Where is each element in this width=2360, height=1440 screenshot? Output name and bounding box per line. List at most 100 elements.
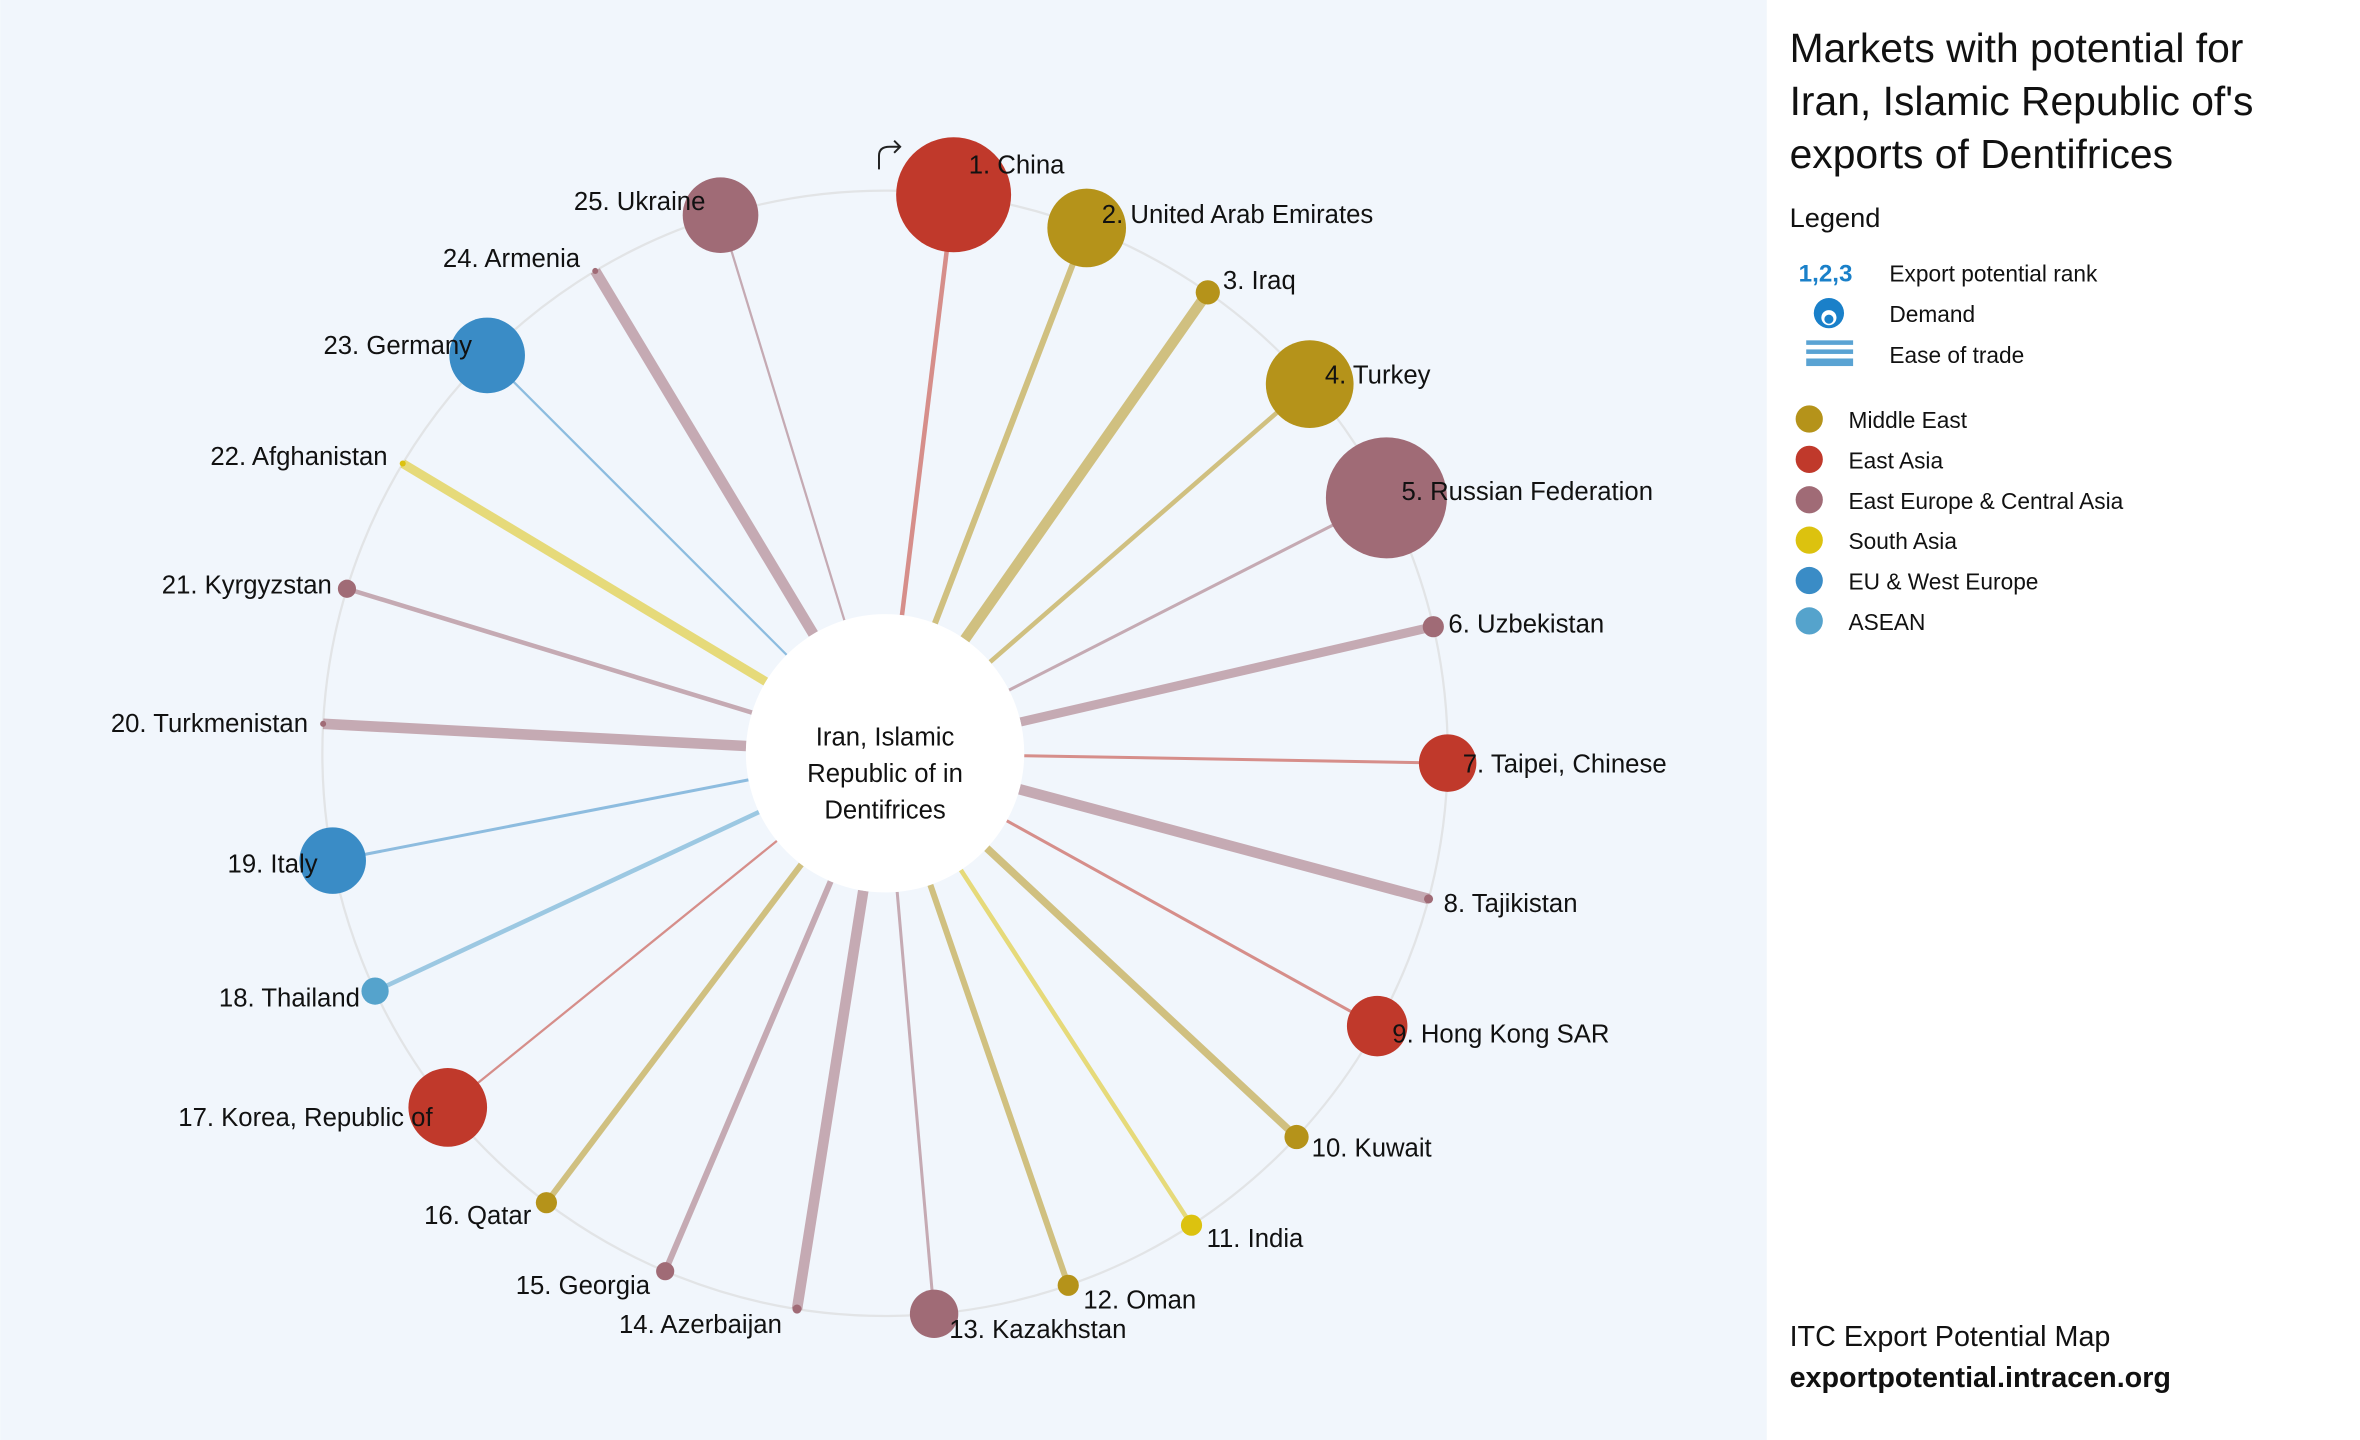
- region-swatch-eu-west-europe: [1795, 566, 1823, 595]
- market-label-oman: 12. Oman: [1083, 1287, 1196, 1315]
- center-label-line-2: Republic of in: [807, 760, 963, 788]
- market-bubble-russian-federation[interactable]: [1325, 437, 1447, 559]
- demand-label: Demand: [1889, 301, 1975, 327]
- market-bubble-armenia[interactable]: [592, 267, 599, 274]
- market-bubble-germany[interactable]: [449, 317, 525, 394]
- market-bubble-thailand[interactable]: [361, 977, 389, 1005]
- ease-line-thailand: [374, 810, 760, 994]
- market-bubble-qatar[interactable]: [535, 1192, 557, 1214]
- market-bubble-hong-kong-sar[interactable]: [1346, 995, 1408, 1057]
- market-bubble-oman[interactable]: [1057, 1274, 1079, 1296]
- market-label-kazakhstan: 13. Kazakhstan: [949, 1316, 1126, 1344]
- market-bubble-uzbekistan[interactable]: [1422, 616, 1444, 638]
- ease-line-hong-kong-sar: [1006, 819, 1378, 1028]
- market-label-afghanistan: 22. Afghanistan: [210, 443, 387, 471]
- market-label-turkey: 4. Turkey: [1325, 361, 1431, 389]
- market-bubble-taipei-chinese[interactable]: [1418, 734, 1477, 792]
- region-swatch-east-asia: [1795, 445, 1823, 473]
- region-swatch-middle-east: [1795, 405, 1823, 433]
- market-label-hong-kong-sar: 9. Hong Kong SAR: [1392, 1020, 1609, 1048]
- market-bubble-turkmenistan[interactable]: [320, 720, 327, 727]
- market-label-china: 1. China: [969, 152, 1065, 180]
- ease-line-kuwait: [984, 845, 1300, 1140]
- ease-line-united-arab-emirates: [932, 226, 1090, 625]
- ease-line-qatar: [543, 862, 804, 1205]
- ease-line-afghanistan: [400, 459, 769, 686]
- region-swatch-east-europe-central-asia: [1795, 486, 1823, 514]
- market-label-ukraine: 25. Ukraine: [574, 188, 705, 216]
- market-label-armenia: 24. Armenia: [443, 245, 581, 273]
- region-swatch-south-asia: [1795, 526, 1823, 554]
- ease-line-tajikistan: [1018, 784, 1430, 905]
- footer-line-1: ITC Export Potential Map: [1790, 1321, 2111, 1353]
- market-label-kyrgyzstan: 21. Kyrgyzstan: [162, 571, 332, 599]
- market-label-thailand: 18. Thailand: [219, 985, 360, 1013]
- center-label-line-1: Iran, Islamic: [816, 724, 955, 752]
- market-label-germany: 23. Germany: [323, 332, 472, 360]
- market-label-georgia: 15. Georgia: [516, 1272, 651, 1300]
- rank-symbol: 1,2,3: [1799, 260, 1853, 287]
- ease-line-turkmenistan: [322, 718, 747, 752]
- market-bubble-azerbaijan[interactable]: [792, 1304, 802, 1314]
- ease-line-ukraine: [719, 214, 846, 621]
- ease-line-azerbaijan: [791, 889, 869, 1310]
- market-label-azerbaijan: 14. Azerbaijan: [619, 1311, 782, 1339]
- rank-label: Export potential rank: [1889, 260, 2098, 286]
- panel-title-line-3: exports of Dentifrices: [1790, 131, 2173, 177]
- market-bubble-afghanistan[interactable]: [399, 460, 406, 467]
- market-bubble-india[interactable]: [1180, 1214, 1203, 1236]
- market-bubble-tajikistan[interactable]: [1424, 894, 1434, 904]
- lines-icon: [1806, 340, 1854, 367]
- market-bubble-united-arab-emirates[interactable]: [1047, 188, 1127, 268]
- market-label-kuwait: 10. Kuwait: [1312, 1134, 1432, 1162]
- ease-line-germany: [486, 354, 788, 656]
- market-label-korea-republic-of: 17. Korea, Republic of: [178, 1104, 433, 1132]
- region-label-east-europe-central-asia: East Europe & Central Asia: [1849, 488, 2124, 514]
- region-label-middle-east: Middle East: [1849, 407, 1968, 433]
- market-bubble-kyrgyzstan[interactable]: [337, 579, 357, 598]
- ease-line-india: [958, 868, 1194, 1227]
- panel-title-line-1: Markets with potential for: [1790, 25, 2244, 71]
- ease-line-turkey: [988, 382, 1312, 664]
- market-bubble-kuwait[interactable]: [1284, 1124, 1309, 1150]
- region-label-south-asia: South Asia: [1849, 528, 1958, 554]
- center-hub: [745, 614, 1025, 893]
- side-panel: [1766, 0, 2360, 1440]
- ease-line-taipei-chinese: [1024, 754, 1448, 765]
- ease-line-iraq: [960, 289, 1213, 643]
- market-label-taipei-chinese: 7. Taipei, Chinese: [1463, 750, 1667, 778]
- ease-line-oman: [927, 883, 1072, 1287]
- market-bubble-kazakhstan[interactable]: [909, 1289, 959, 1339]
- market-label-tajikistan: 8. Tajikistan: [1444, 890, 1578, 918]
- ease-line-italy: [332, 778, 749, 863]
- market-bubble-iraq[interactable]: [1195, 280, 1220, 305]
- ease-line-armenia: [590, 268, 818, 637]
- market-bubble-china[interactable]: [896, 137, 1012, 253]
- market-bubble-italy[interactable]: [299, 827, 366, 894]
- market-bubble-georgia[interactable]: [656, 1262, 675, 1281]
- market-label-united-arab-emirates: 2. United Arab Emirates: [1102, 201, 1373, 229]
- region-label-asean: ASEAN: [1849, 609, 1926, 635]
- ease-line-kyrgyzstan: [346, 586, 753, 715]
- ease-line-georgia: [662, 880, 834, 1273]
- market-bubble-turkey[interactable]: [1265, 340, 1354, 428]
- market-label-russian-federation: 5. Russian Federation: [1402, 478, 1653, 506]
- market-label-india: 11. India: [1207, 1225, 1304, 1253]
- market-bubble-ukraine[interactable]: [682, 177, 759, 253]
- legend-heading: Legend: [1790, 202, 1881, 233]
- ease-line-china: [899, 194, 956, 616]
- footer-link[interactable]: exportpotential.intracen.org: [1790, 1362, 2171, 1394]
- curved-arrow-icon[interactable]: [878, 139, 902, 170]
- ease-line-russian-federation: [1008, 496, 1388, 692]
- region-label-eu-west-europe: EU & West Europe: [1849, 569, 2039, 595]
- market-label-iraq: 3. Iraq: [1223, 267, 1296, 295]
- region-swatch-asean: [1795, 607, 1823, 635]
- market-label-italy: 19. Italy: [228, 851, 318, 879]
- panel-title-line-2: Iran, Islamic Republic of's: [1790, 78, 2254, 124]
- ease-line-kazakhstan: [895, 891, 936, 1314]
- ease-label: Ease of trade: [1889, 342, 2024, 368]
- ease-line-korea-republic-of: [447, 839, 778, 1109]
- market-bubble-korea-republic-of[interactable]: [408, 1068, 488, 1147]
- market-label-turkmenistan: 20. Turkmenistan: [111, 710, 308, 738]
